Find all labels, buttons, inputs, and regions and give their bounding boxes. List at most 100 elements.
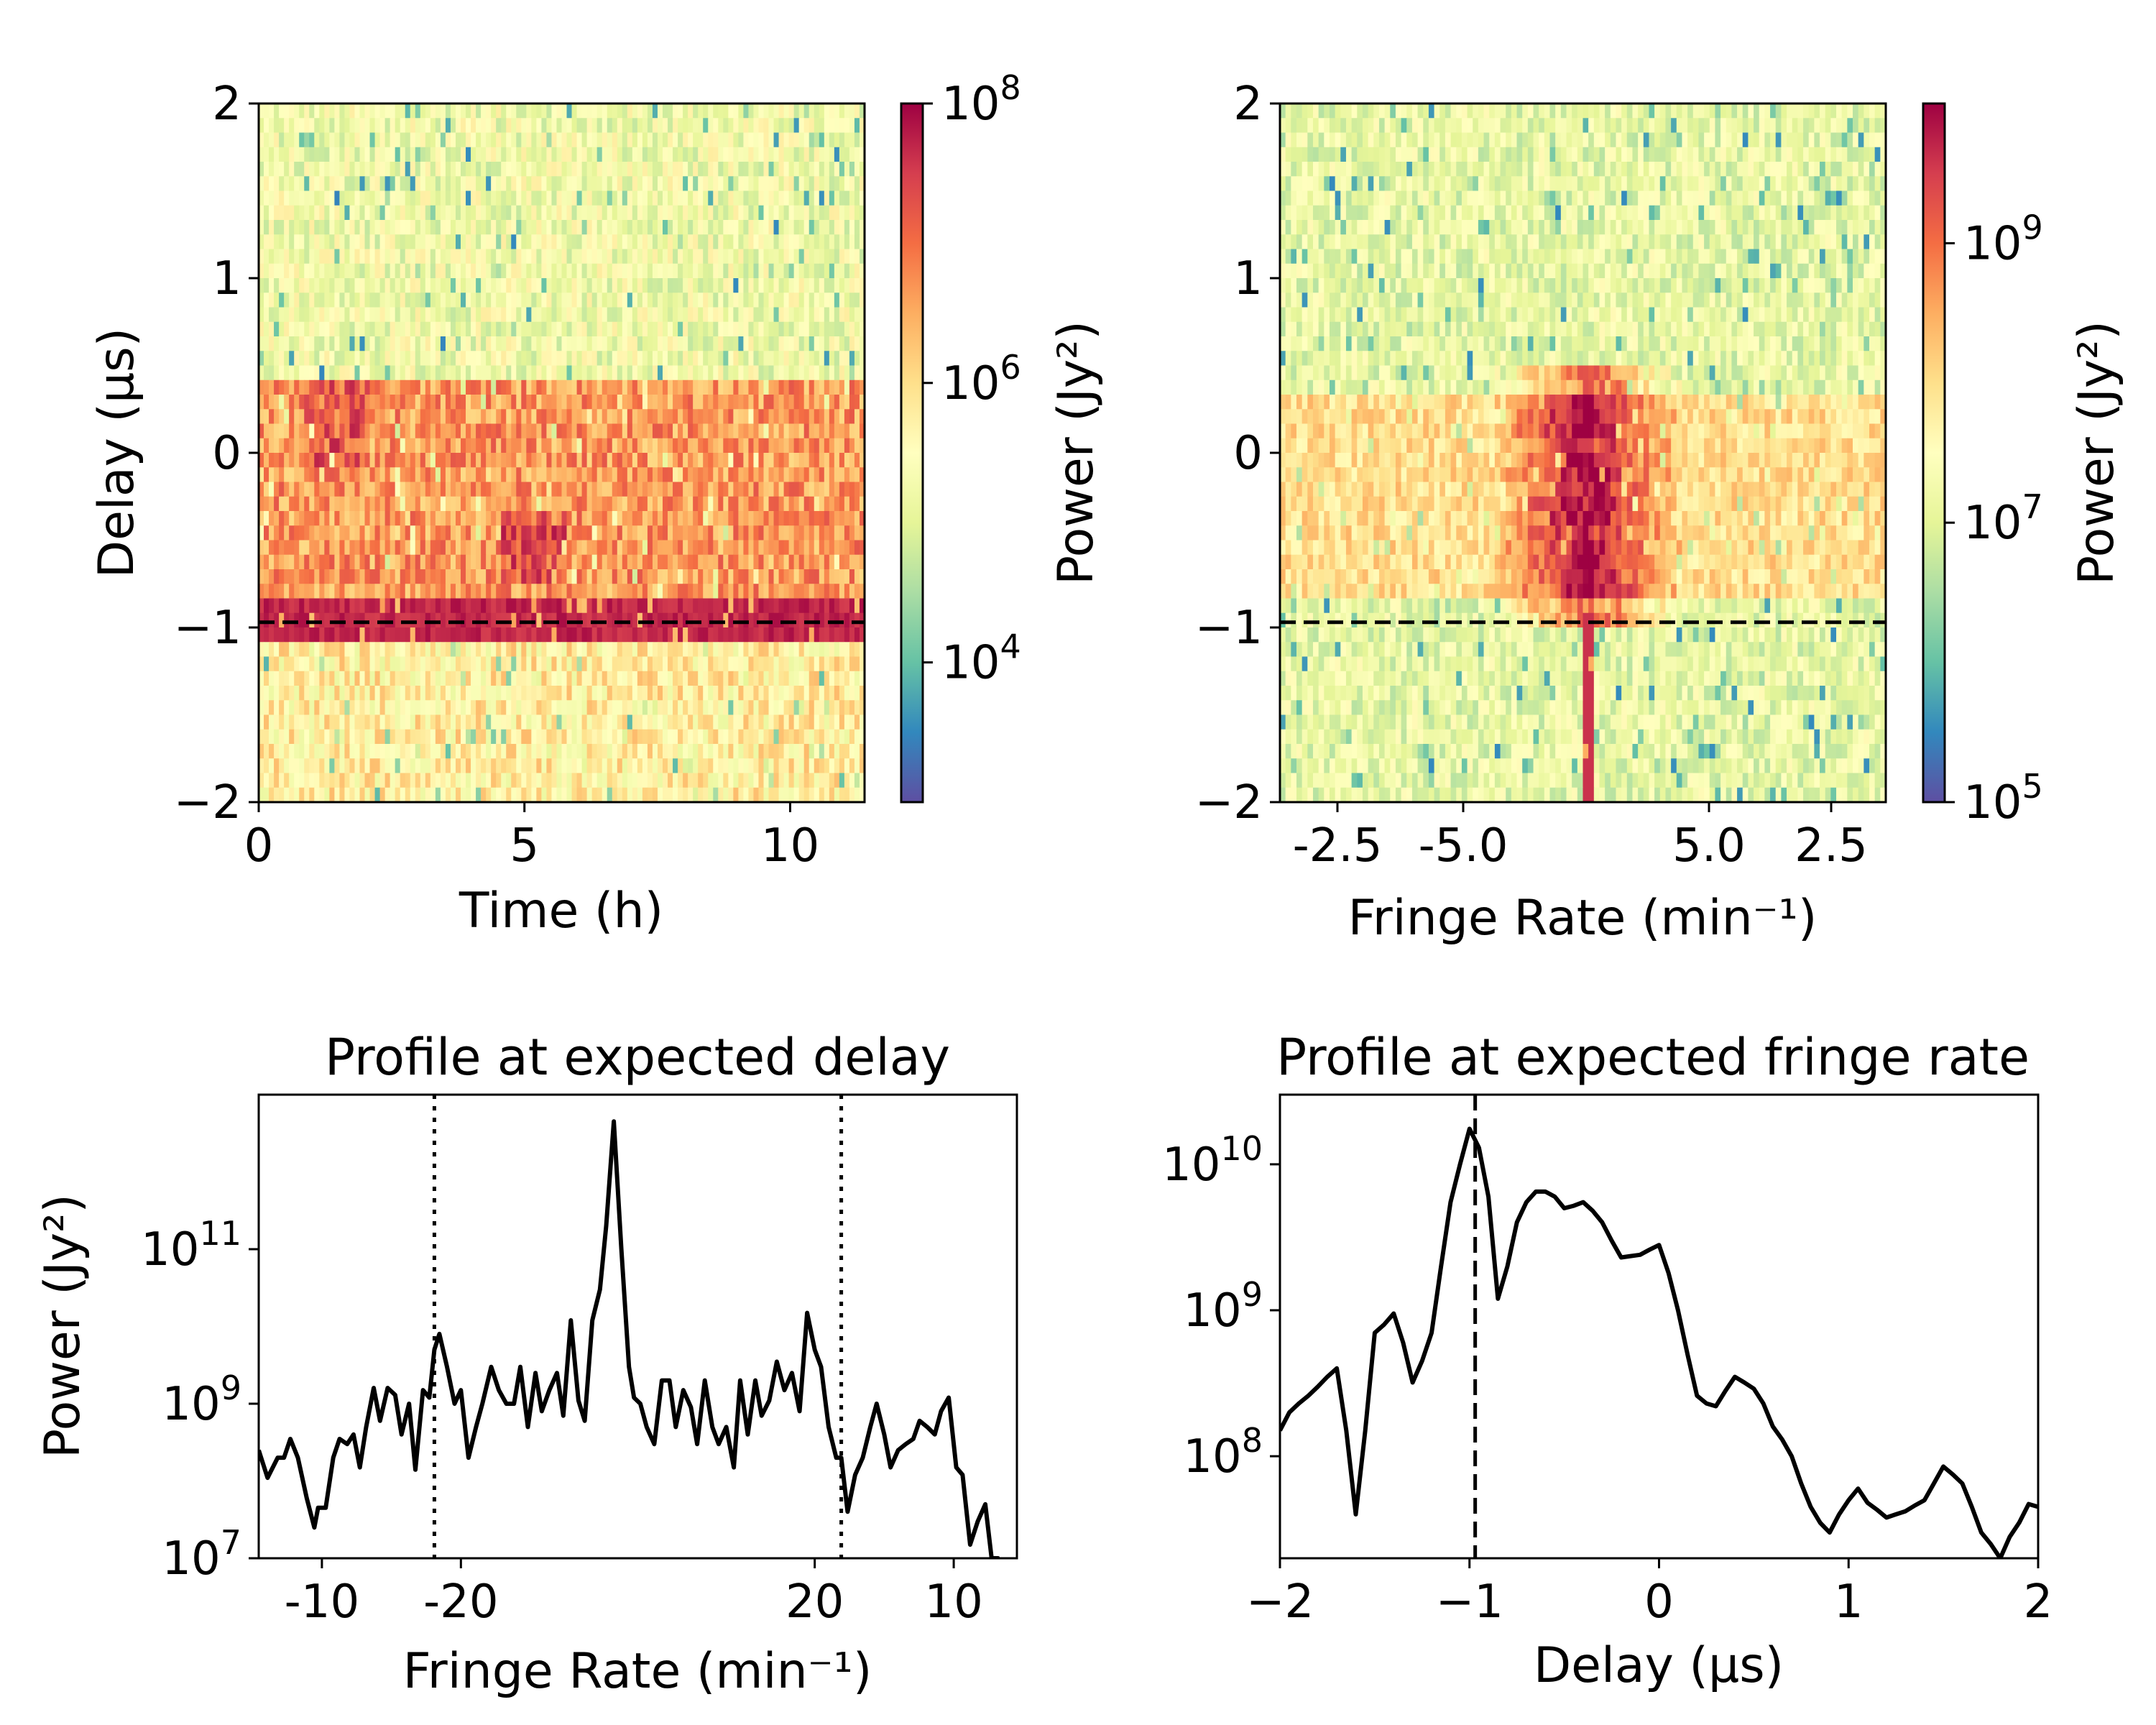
heatmap-cell [324,409,330,425]
heatmap-cell [410,205,416,221]
heatmap-cell [309,118,315,134]
heatmap-cell [405,278,411,293]
heatmap-cell [415,496,421,512]
heatmap-cell [546,380,553,395]
heatmap-cell [602,540,608,556]
heatmap-cell [668,307,673,323]
heatmap-cell [455,467,461,483]
heatmap-cell [652,686,658,701]
heatmap-cell [486,598,492,614]
heatmap-cell [410,438,416,454]
heatmap-cell [339,162,346,177]
heatmap-cell [617,554,623,570]
heatmap-cell [753,467,760,483]
heatmap-cell [319,540,325,556]
heatmap-cell [521,205,527,221]
heatmap-cell [627,176,633,192]
heatmap-cell [319,263,325,279]
heatmap-cell [647,351,653,367]
heatmap-cell [748,467,755,483]
heatmap-cell [364,525,371,541]
heatmap-cell [829,627,835,643]
heatmap-cell [773,453,780,468]
heatmap-cell [753,598,760,614]
heatmap-cell [854,540,860,556]
heatmap-cell [536,249,543,264]
heatmap-cell [632,686,638,701]
heatmap-cell [521,525,527,541]
heatmap-cell [642,511,648,526]
heatmap-cell [289,423,295,439]
heatmap-cell [420,438,426,454]
heatmap-cell [384,205,391,221]
heatmap-cell [425,176,431,192]
heatmap-cell [798,380,805,395]
heatmap-cell [521,627,527,643]
heatmap-cell [708,147,714,162]
heatmap-cell [647,104,653,119]
heatmap-cell [596,584,603,599]
heatmap-cell [334,321,341,337]
heatmap-cell [834,205,840,221]
heatmap-cell [652,569,658,584]
heatmap-cell [531,423,537,439]
heatmap-cell [455,190,461,206]
heatmap-cell [395,249,401,264]
heatmap-cell [571,278,578,293]
heatmap-cell [788,686,795,701]
heatmap-cell [788,482,795,497]
heatmap-cell [481,496,487,512]
heatmap-cell [844,511,850,526]
heatmap-cell [723,409,729,425]
heatmap-cell [551,584,558,599]
heatmap-cell [390,336,396,351]
heatmap-cell [329,584,335,599]
heatmap-cell [405,162,411,177]
heatmap-cell [758,395,765,410]
heatmap-cell [541,336,548,351]
heatmap-cell [364,540,371,556]
heatmap-cell [405,365,411,381]
heatmap-cell [834,249,840,264]
heatmap-cell [269,132,275,148]
heatmap-cell [673,263,678,279]
heatmap-cell [673,612,678,628]
heatmap-cell [723,686,729,701]
heatmap-cell [324,482,330,497]
heatmap-cell [420,351,426,367]
heatmap-cell [521,234,527,250]
heatmap-cell [839,104,845,119]
heatmap-cell [279,147,285,162]
heatmap-cell [476,365,482,381]
heatmap-cell [354,525,361,541]
heatmap-cell [663,278,668,293]
heatmap-cell [854,511,860,526]
heatmap-cell [364,380,371,395]
heatmap-cell [773,496,780,512]
heatmap-cell [728,511,734,526]
heatmap-cell [652,205,658,221]
heatmap-cell [324,351,330,367]
heatmap-cell [329,467,335,483]
heatmap-cell [379,147,386,162]
heatmap-cell [803,249,810,264]
heatmap-cell [854,380,860,395]
heatmap-cell [264,365,270,381]
heatmap-cell [617,612,623,628]
heatmap-cell [637,467,643,483]
heatmap-cell [511,132,517,148]
heatmap-cell [607,467,613,483]
heatmap-cell [652,671,658,686]
heatmap-cell [349,612,356,628]
heatmap-cell [814,365,820,381]
heatmap-cell [657,627,663,643]
heatmap-cell [369,467,376,483]
heatmap-cell [516,671,522,686]
heatmap-cell [581,351,588,367]
heatmap-cell [561,656,568,672]
heatmap-cell [334,671,341,686]
heatmap-cell [476,438,482,454]
heatmap-cell [854,351,860,367]
heatmap-cell [834,686,840,701]
heatmap-cell [854,569,860,584]
